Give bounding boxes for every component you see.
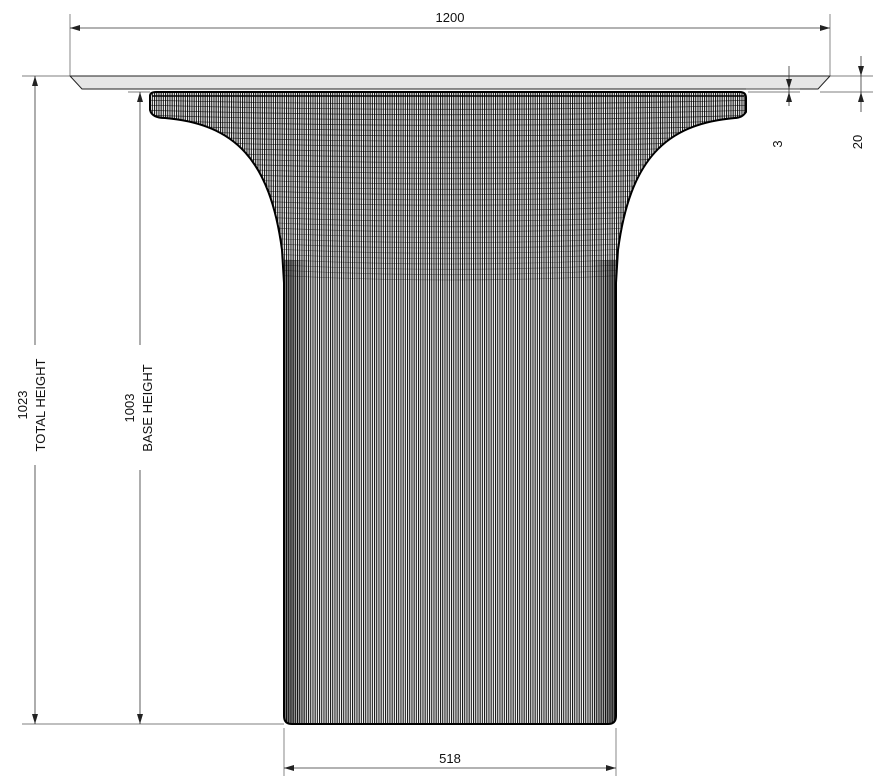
flare-contour-line (150, 119, 746, 126)
table-top (68, 75, 832, 90)
flare-contour-line (150, 114, 746, 121)
total-height-value: 1023 (15, 391, 30, 420)
dimension-base-width: 518 (283, 728, 617, 776)
flare-contour-line (150, 129, 746, 137)
dimension-total-height: 1023 TOTAL HEIGHT (15, 75, 284, 725)
total-height-label: TOTAL HEIGHT (33, 358, 48, 451)
pedestal-base (149, 91, 747, 725)
base-width-label: 518 (439, 751, 461, 766)
dimension-top-width: 1200 (69, 10, 831, 76)
thickness-top-label: 20 (850, 135, 865, 149)
dimension-thickness-small: 3 (746, 66, 800, 148)
flare-contour-line (150, 99, 746, 105)
flare-contour-line (150, 104, 746, 110)
top-width-label: 1200 (436, 10, 465, 25)
base-height-label: BASE HEIGHT (140, 364, 155, 451)
flare-contour-line (150, 109, 746, 116)
dimension-base-height: 1003 BASE HEIGHT (122, 91, 155, 724)
flare-contour-line (150, 124, 746, 132)
dimension-thickness-top: 20 (820, 56, 873, 149)
thickness-small-label: 3 (770, 140, 785, 147)
base-height-value: 1003 (122, 394, 137, 423)
